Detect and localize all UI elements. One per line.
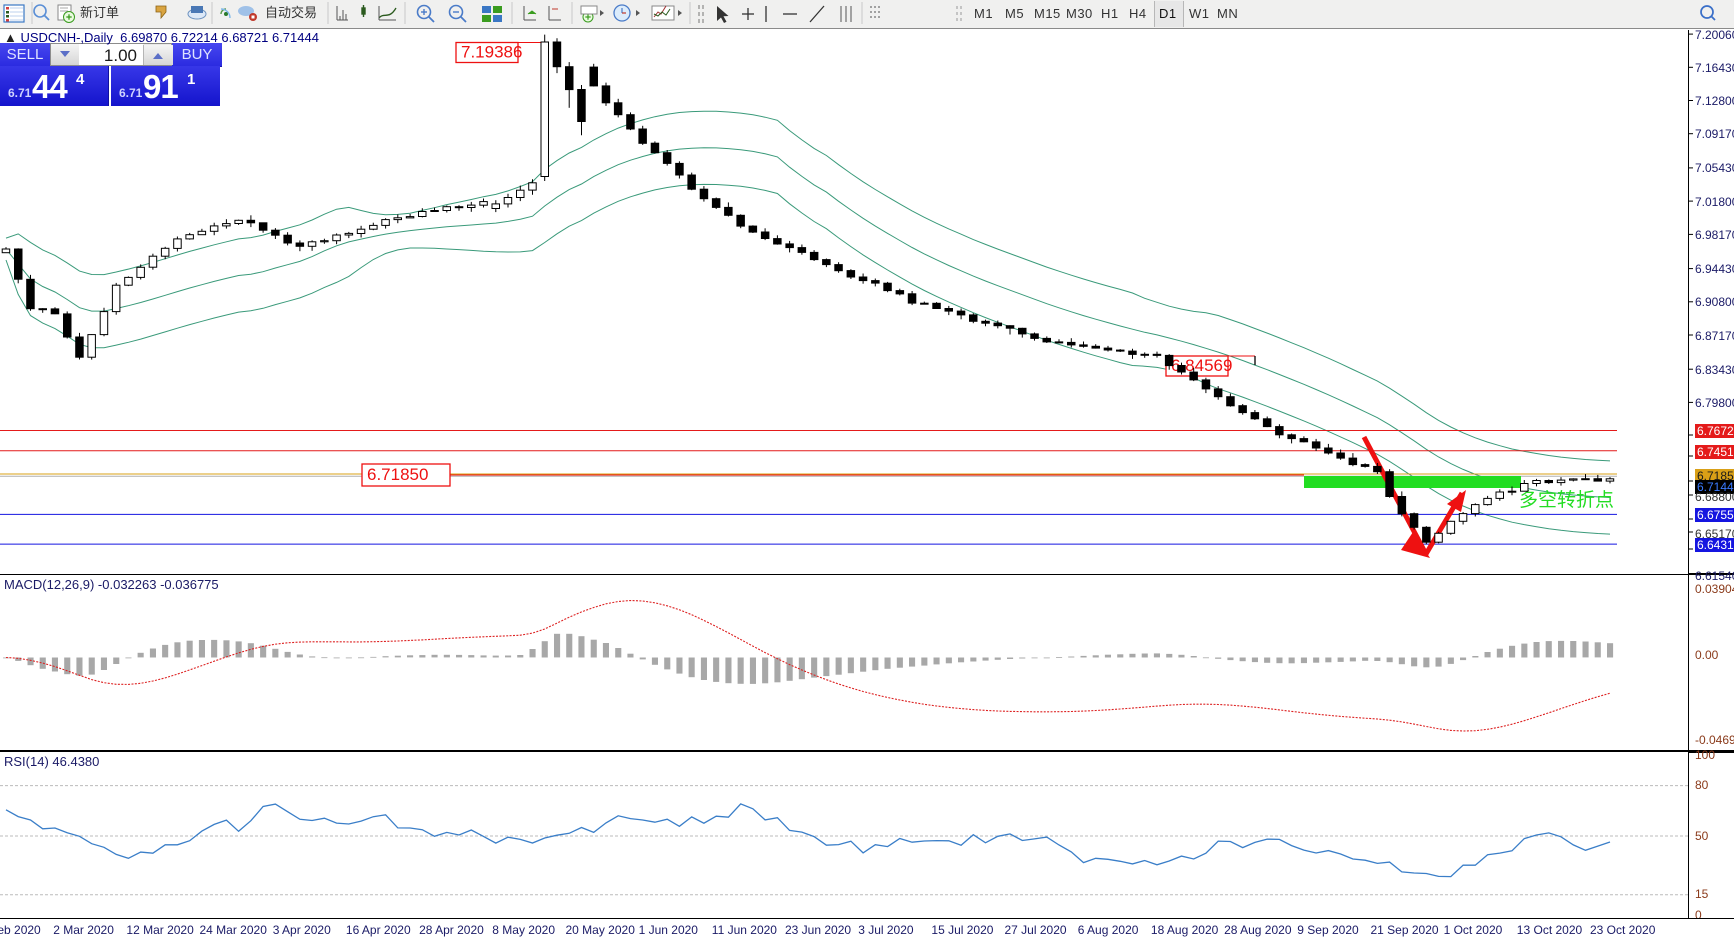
svg-text:7.19386: 7.19386 [461, 43, 522, 62]
svg-text:多空转折点: 多空转折点 [1519, 489, 1614, 511]
svg-text:6.71850: 6.71850 [367, 465, 428, 484]
